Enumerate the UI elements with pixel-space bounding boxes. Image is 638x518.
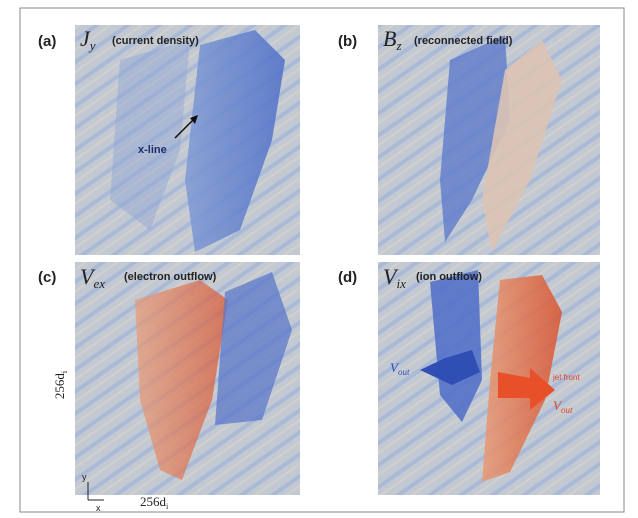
scale-vertical: 256di xyxy=(52,370,69,399)
jet-front-label: jet front xyxy=(552,373,580,382)
subscript: z xyxy=(395,38,401,53)
panel-c-image xyxy=(75,262,300,495)
axis-x-label: x xyxy=(96,503,101,513)
subscript: y xyxy=(88,38,96,53)
panel-label: (d) xyxy=(338,269,357,286)
subscript: i xyxy=(166,502,169,511)
subscript: out xyxy=(398,367,410,377)
subscript: ex xyxy=(93,276,105,291)
subscript: i xyxy=(60,370,69,373)
panel-label: (c) xyxy=(38,269,56,286)
panel-description: (current density) xyxy=(112,35,199,47)
scale-horizontal: 256di xyxy=(140,494,169,511)
panel-b-image xyxy=(378,25,600,255)
subscript: out xyxy=(561,405,573,415)
panel-description: (reconnected field) xyxy=(414,35,513,47)
figure: (a) Jy (current density) (b) Bz (reconne… xyxy=(0,0,638,518)
symbol: B xyxy=(383,26,396,51)
panel-label: (b) xyxy=(338,33,357,50)
scale-value: 256d xyxy=(52,373,67,400)
x-line-label: x-line xyxy=(138,144,167,156)
axis-y-label: y xyxy=(82,472,87,482)
panel-label: (a) xyxy=(38,33,56,50)
panel-description: (ion outflow) xyxy=(416,271,482,283)
scale-value: 256d xyxy=(140,494,167,509)
subscript: ix xyxy=(396,276,406,291)
panel-description: (electron outflow) xyxy=(124,271,217,283)
panel-a-image xyxy=(75,25,300,255)
